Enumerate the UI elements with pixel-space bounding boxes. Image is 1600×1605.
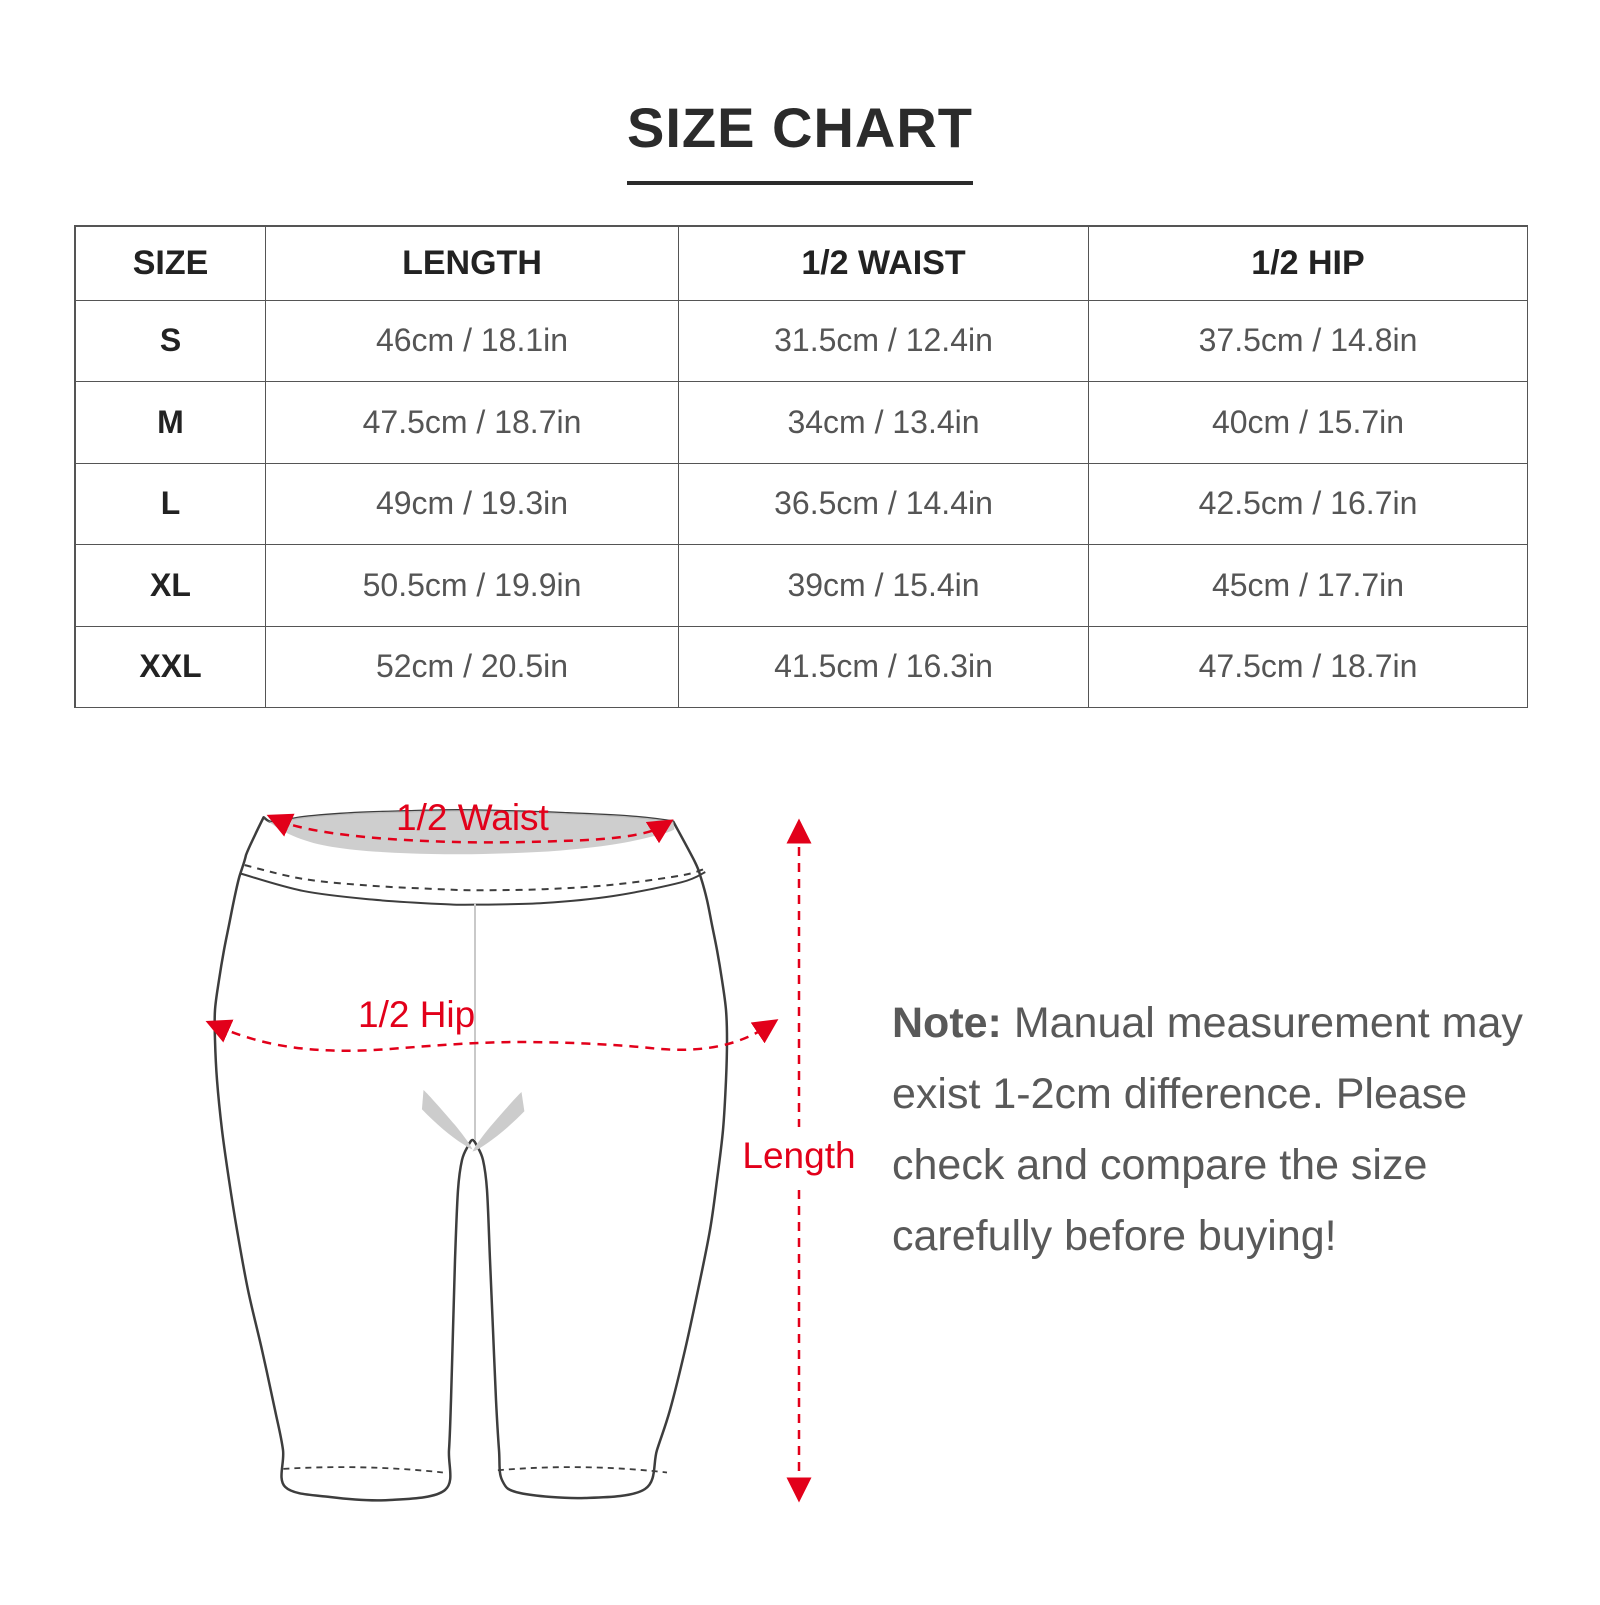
svg-text:1/2 Waist: 1/2 Waist [396, 797, 550, 838]
svg-text:1/2 Hip: 1/2 Hip [358, 994, 475, 1035]
svg-text:Length: Length [742, 1135, 855, 1176]
